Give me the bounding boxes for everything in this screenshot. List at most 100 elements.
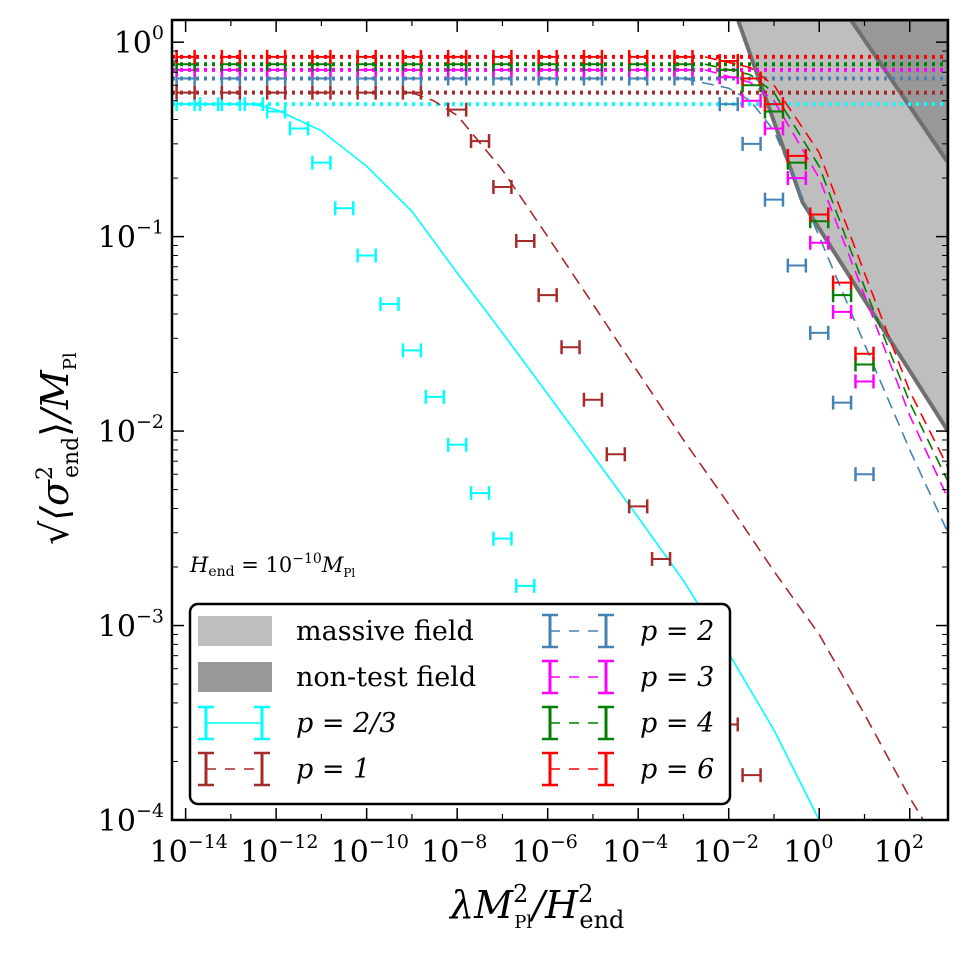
series-0-point bbox=[469, 486, 491, 501]
y-tick-label: 10−1 bbox=[98, 217, 164, 256]
legend-label: p = 2/3 bbox=[296, 708, 397, 739]
series-5-point bbox=[673, 49, 694, 64]
legend-frame bbox=[188, 602, 732, 806]
legend-entry: p = 2/3 bbox=[198, 705, 397, 741]
series-0-point bbox=[198, 97, 220, 112]
series-0-point bbox=[311, 155, 332, 170]
series-3-point bbox=[854, 374, 875, 389]
shaded-regions bbox=[735, 20, 948, 435]
region-massive-field bbox=[735, 20, 948, 435]
series-0-point bbox=[492, 531, 513, 546]
series-5-point bbox=[763, 97, 785, 112]
series-5-point bbox=[741, 71, 762, 86]
series-1-point bbox=[175, 85, 196, 100]
series-3-point bbox=[763, 121, 785, 136]
x-tick-label: 10−12 bbox=[240, 831, 318, 870]
plot-frame bbox=[170, 18, 950, 822]
legend-label: p = 4 bbox=[640, 708, 714, 739]
x-tick-label: 10−8 bbox=[421, 831, 487, 870]
series-2-point bbox=[311, 71, 332, 86]
series-2-point bbox=[175, 71, 196, 86]
x-tick-label: 10−6 bbox=[512, 831, 578, 870]
series-3-point bbox=[741, 93, 762, 108]
series-5-point bbox=[786, 148, 808, 163]
series-5-point bbox=[175, 49, 196, 64]
series-2-point bbox=[492, 71, 513, 86]
series-4-point bbox=[718, 62, 739, 77]
series-5-point bbox=[265, 49, 287, 64]
tick-labels: 10−14 10−12 10−10 10−8 10−6 10−4 10−2 100 102 100… bbox=[98, 22, 924, 870]
svg-text:√⟨σ2end⟩/MPl: √⟨σ2end⟩/MPl bbox=[33, 352, 84, 545]
y-tick-label: 10−3 bbox=[98, 606, 164, 645]
legend-entry: p = 3 bbox=[542, 659, 714, 695]
series-5-point bbox=[582, 49, 604, 64]
legend-entry: p = 2 bbox=[542, 613, 714, 649]
series-2-point bbox=[718, 97, 739, 112]
series-0-point bbox=[401, 343, 423, 358]
series-1-point bbox=[401, 85, 423, 100]
annotation: Hend = 10−10MPl bbox=[189, 551, 355, 580]
series-2-point bbox=[673, 71, 694, 86]
series-4-point bbox=[831, 288, 853, 303]
series-0-point bbox=[424, 389, 446, 404]
series-5-point bbox=[311, 49, 332, 64]
series-2-point bbox=[356, 71, 377, 86]
legend-swatch bbox=[198, 662, 272, 692]
series-1-point bbox=[265, 85, 287, 100]
legend-entry: massive field bbox=[198, 616, 474, 647]
series-2-point bbox=[808, 325, 830, 340]
series-3-point bbox=[831, 304, 853, 319]
region-non-test-field bbox=[848, 20, 948, 167]
x-tick-label: 100 bbox=[783, 831, 833, 870]
series-1-point bbox=[605, 447, 627, 462]
series-5-point bbox=[808, 207, 830, 222]
series-5-point bbox=[627, 49, 649, 64]
series-1-point bbox=[492, 179, 513, 194]
series-3-point bbox=[808, 235, 830, 250]
legend-entry: non-test field bbox=[198, 662, 476, 693]
legend-label: non-test field bbox=[296, 662, 476, 693]
legend-entry: p = 4 bbox=[542, 705, 714, 741]
x-tick-label: 10−14 bbox=[150, 831, 228, 870]
series-5-point bbox=[492, 49, 513, 64]
series-0-point bbox=[379, 297, 400, 312]
series-1-point bbox=[627, 499, 649, 514]
series-1-point bbox=[560, 340, 581, 355]
legend-label: p = 1 bbox=[296, 754, 370, 785]
series-1-point bbox=[220, 85, 242, 100]
series-2-point bbox=[265, 71, 287, 86]
x-tick-label: 10−4 bbox=[602, 831, 668, 870]
series-0-point bbox=[265, 104, 287, 119]
series-0-point bbox=[243, 97, 264, 112]
y-tick-label: 10−4 bbox=[98, 800, 164, 839]
series-2-point bbox=[741, 136, 762, 151]
y-tick-label: 10−2 bbox=[98, 411, 164, 450]
series-5-point bbox=[831, 275, 853, 290]
y-axis-label: √⟨σ2end⟩/MPl bbox=[33, 352, 84, 545]
series-5-point bbox=[718, 54, 739, 69]
x-tick-label: 10−2 bbox=[693, 831, 759, 870]
series-5-point bbox=[220, 49, 242, 64]
series-2-point bbox=[854, 467, 875, 482]
series-5-point bbox=[446, 49, 468, 64]
series-5-point bbox=[537, 49, 558, 64]
series-1-point bbox=[446, 102, 468, 117]
series-2-point bbox=[446, 71, 468, 86]
series-0-point bbox=[334, 201, 355, 216]
series-2-point bbox=[831, 395, 853, 410]
series-5-point bbox=[401, 49, 423, 64]
series-0-point bbox=[175, 97, 196, 112]
series-0-point bbox=[356, 248, 377, 263]
series-1-point bbox=[582, 392, 604, 407]
legend-label: p = 6 bbox=[640, 754, 714, 785]
series-1-point bbox=[537, 288, 558, 303]
legend-label: p = 2 bbox=[640, 616, 714, 647]
series-1-point bbox=[741, 768, 762, 783]
series-2-point bbox=[786, 258, 808, 273]
series-4-curve bbox=[704, 63, 948, 482]
series-2-point bbox=[582, 71, 604, 86]
series-3-point bbox=[718, 70, 739, 85]
series-4-point bbox=[854, 357, 875, 372]
x-axis-label: λM2 Pl/H2 end bbox=[448, 880, 624, 934]
